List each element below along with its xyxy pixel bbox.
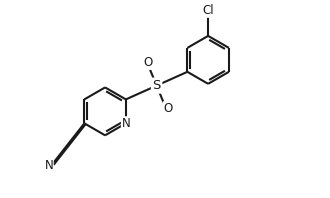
Text: N: N	[45, 159, 53, 172]
Text: S: S	[152, 79, 161, 92]
Text: Cl: Cl	[202, 4, 214, 17]
Text: O: O	[144, 56, 153, 69]
Text: O: O	[163, 102, 173, 115]
Text: N: N	[121, 117, 130, 130]
